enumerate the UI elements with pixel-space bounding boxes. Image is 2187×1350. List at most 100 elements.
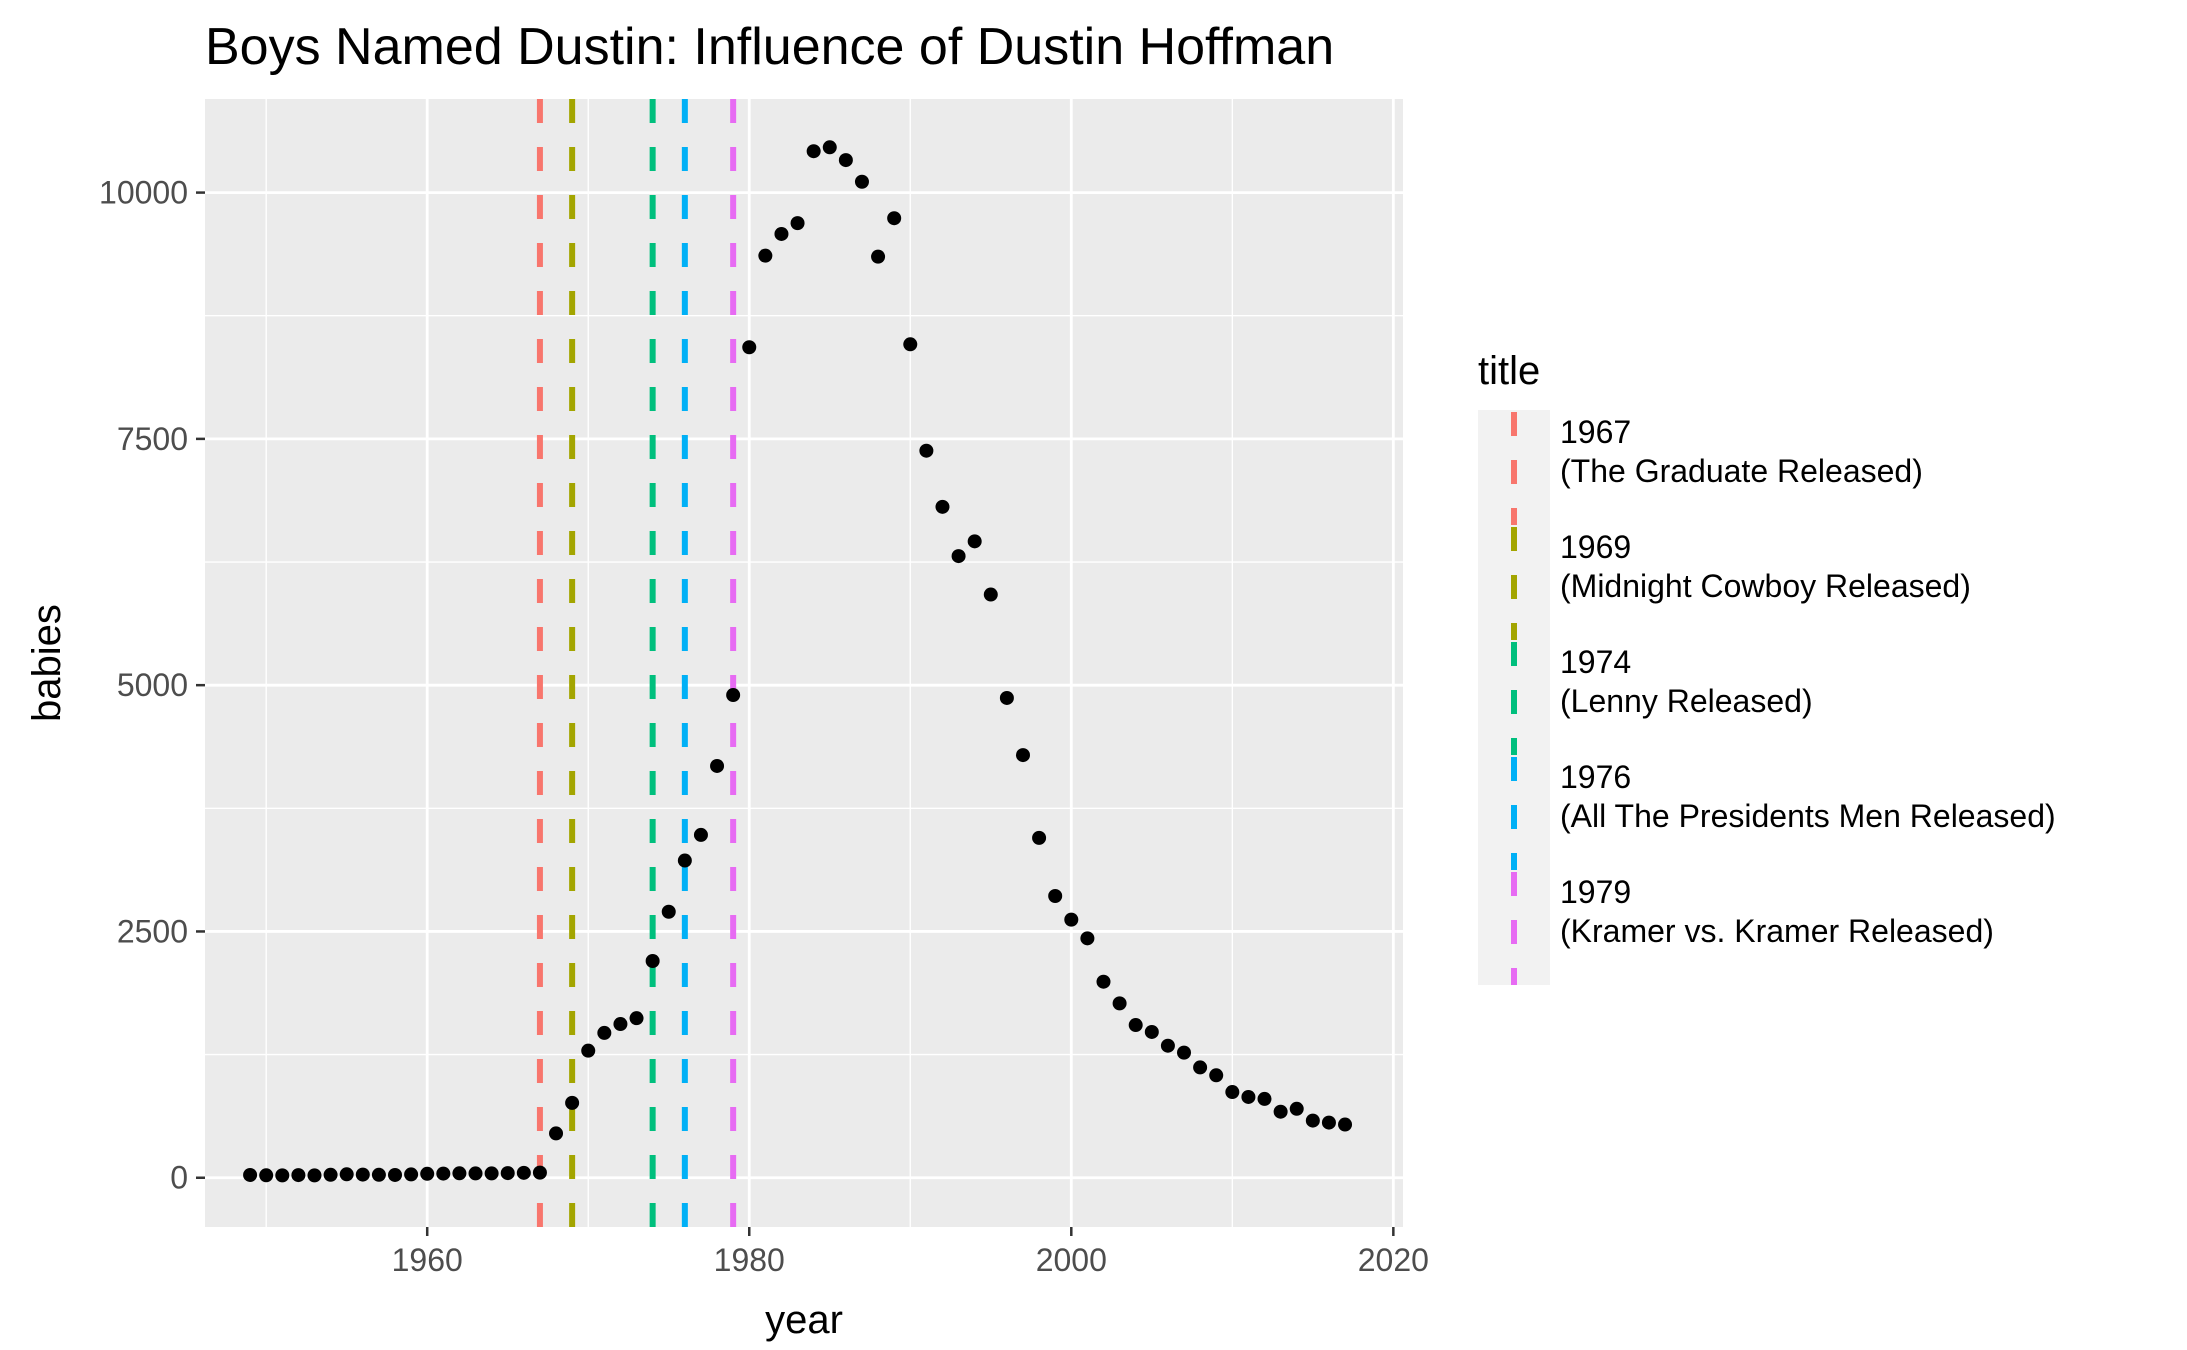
y-axis-title: babies (25, 604, 69, 722)
data-point (677, 853, 692, 868)
legend-label-year: 1967 (1560, 414, 1631, 450)
legend-keys: 1967 (The Graduate Released) 1969 (Midnig… (1478, 410, 2056, 985)
data-point (710, 758, 725, 773)
data-point (597, 1025, 612, 1040)
chart-title: Boys Named Dustin: Influence of Dustin H… (205, 18, 1334, 76)
legend-label-year: 1969 (1560, 529, 1631, 565)
data-point (452, 1166, 467, 1181)
legend-title: title (1478, 349, 1540, 393)
data-point (1338, 1117, 1353, 1132)
legend-label-film: (The Graduate Released) (1560, 453, 1923, 489)
data-point (436, 1166, 451, 1181)
legend-label-year: 1979 (1560, 874, 1631, 910)
data-point (549, 1126, 564, 1141)
y-tick-labels: 0 2500 5000 7500 10000 (99, 175, 188, 1196)
plot-panel (205, 99, 1403, 1227)
data-point (516, 1165, 531, 1180)
data-point (661, 904, 676, 919)
data-point (565, 1095, 580, 1110)
x-tick-labels: 1960 1980 2000 2020 (392, 1242, 1429, 1278)
data-point (919, 443, 934, 458)
data-point (404, 1167, 419, 1182)
y-tick-label: 5000 (117, 667, 188, 703)
axis-ticks (196, 191, 1395, 1236)
legend-label-year: 1976 (1560, 759, 1631, 795)
x-axis-title: year (765, 1298, 843, 1342)
legend-label-film: (All The Presidents Men Released) (1560, 798, 2056, 834)
x-tick-label: 1960 (392, 1242, 463, 1278)
data-point (935, 499, 950, 514)
data-point (1225, 1085, 1240, 1100)
y-tick-label: 2500 (117, 913, 188, 949)
data-point (1241, 1089, 1256, 1104)
data-point (323, 1167, 338, 1182)
data-point (1064, 912, 1079, 927)
data-point (420, 1166, 435, 1181)
data-point (613, 1017, 628, 1032)
data-point (790, 216, 805, 231)
data-point (1112, 996, 1127, 1011)
data-point (1080, 931, 1095, 946)
data-point (742, 340, 757, 355)
data-point (1289, 1101, 1304, 1116)
data-point (1273, 1104, 1288, 1119)
data-point (838, 153, 853, 168)
data-point (291, 1168, 306, 1183)
data-point (983, 587, 998, 602)
data-point (693, 827, 708, 842)
y-tick-label: 10000 (99, 175, 188, 211)
data-point (1096, 974, 1111, 989)
data-point (388, 1167, 403, 1182)
x-tick-label: 2000 (1036, 1242, 1107, 1278)
data-point (1160, 1038, 1175, 1053)
legend-label-film: (Lenny Released) (1560, 683, 1813, 719)
data-point (1257, 1091, 1272, 1106)
data-point (903, 337, 918, 352)
legend: title 1967 (The Graduate Released) 1969 (… (1478, 349, 2056, 985)
data-point (806, 144, 821, 159)
data-point (967, 534, 982, 549)
legend-label-film: (Kramer vs. Kramer Released) (1560, 913, 1994, 949)
data-point (1193, 1060, 1208, 1075)
x-tick-label: 2020 (1358, 1242, 1429, 1278)
data-point (307, 1168, 322, 1183)
legend-label-film: (Midnight Cowboy Released) (1560, 568, 1971, 604)
y-tick-label: 0 (170, 1160, 188, 1196)
data-points (243, 140, 1353, 1183)
data-point (532, 1165, 547, 1180)
data-point (871, 249, 886, 264)
data-point (1305, 1113, 1320, 1128)
data-point (774, 226, 789, 241)
data-point (1144, 1024, 1159, 1039)
data-point (1015, 748, 1030, 763)
grid-major (205, 99, 1403, 1227)
data-point (854, 174, 869, 189)
x-tick-label: 1980 (714, 1242, 785, 1278)
data-point (726, 688, 741, 703)
data-point (1177, 1045, 1192, 1060)
data-point (243, 1167, 258, 1182)
data-point (371, 1167, 386, 1182)
data-point (1209, 1068, 1224, 1083)
data-point (887, 211, 902, 226)
y-tick-label: 7500 (117, 421, 188, 457)
data-point (484, 1166, 499, 1181)
data-point (629, 1011, 644, 1026)
data-point (1128, 1018, 1143, 1033)
data-point (645, 954, 660, 969)
grid-minor (205, 99, 1403, 1227)
data-point (999, 690, 1014, 705)
data-point (758, 248, 773, 263)
data-point (951, 549, 966, 564)
legend-label-year: 1974 (1560, 644, 1631, 680)
data-point (500, 1166, 515, 1181)
data-point (1321, 1115, 1336, 1130)
data-point (275, 1168, 290, 1183)
data-point (1048, 888, 1063, 903)
data-point (355, 1167, 370, 1182)
data-point (339, 1167, 354, 1182)
data-point (581, 1043, 596, 1058)
data-point (822, 140, 837, 155)
data-point (259, 1168, 274, 1183)
